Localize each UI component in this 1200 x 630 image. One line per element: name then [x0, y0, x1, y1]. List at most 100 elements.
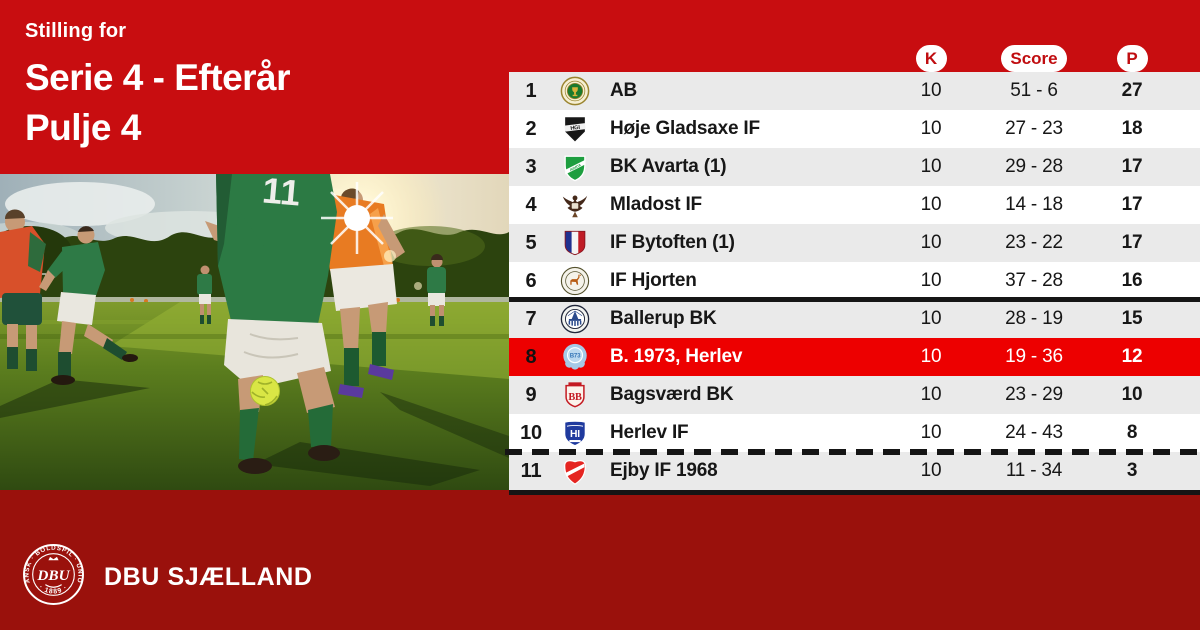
position: 10	[520, 421, 542, 444]
club-logo-avarta-icon: AVARTA	[560, 152, 591, 183]
points: 18	[1121, 118, 1143, 139]
goal-score: 19 - 36	[1005, 346, 1063, 367]
matches-played: 10	[920, 194, 942, 215]
crest-year: · 1889 ·	[38, 584, 69, 596]
points: 15	[1121, 308, 1143, 329]
position: 1	[525, 79, 537, 102]
club-name: AB	[610, 80, 638, 101]
main-player: 11	[205, 174, 340, 474]
jersey-number: 11	[261, 174, 302, 214]
position: 7	[525, 307, 537, 330]
table-row: 3 AVARTA BK Avarta (1) 10 29 - 28 17	[509, 148, 1200, 186]
football-scene-illustration: 11	[0, 174, 509, 490]
matches-played: 10	[920, 460, 942, 481]
points: 8	[1126, 422, 1138, 443]
club-name: IF Hjorten	[610, 270, 697, 291]
match-photo: 11	[0, 174, 509, 490]
points: 16	[1121, 270, 1143, 291]
club-logo-ab-icon	[560, 76, 591, 107]
distant-player	[197, 265, 212, 324]
club-name: Herlev IF	[610, 422, 689, 443]
table-row-highlighted: 8 B73 B. 1973, Herlev 10 19 - 36 12	[509, 338, 1200, 376]
table-row: 1 AB 10 51 - 6 27	[509, 72, 1200, 110]
club-logo-hjorten-icon	[560, 266, 591, 297]
position: 5	[525, 231, 537, 254]
table-header-row: K Score P	[509, 45, 1200, 72]
table-row: 6 IF Hjorten 10 37 - 28 16	[509, 262, 1200, 300]
standings-table: K Score P 1 AB 10 51 - 6 27 2 HGI Høje G…	[505, 45, 1200, 495]
position: 8	[525, 345, 537, 368]
club-name: Høje Gladsaxe IF	[610, 118, 760, 139]
org-name: DBU SJÆLLAND	[104, 562, 313, 591]
club-name: Ballerup BK	[610, 308, 717, 329]
goal-score: 27 - 23	[1005, 118, 1063, 139]
position: 11	[520, 459, 542, 482]
matches-played: 10	[920, 80, 942, 101]
club-name: B. 1973, Herlev	[610, 346, 743, 367]
points: 12	[1121, 346, 1143, 367]
svg-text:· 1889 ·: · 1889 ·	[38, 584, 70, 596]
table-row: 2 HGI Høje Gladsaxe IF 10 27 - 23 18	[509, 110, 1200, 148]
running-player	[39, 226, 138, 385]
matches-played: 10	[920, 346, 942, 367]
crest-center-text: DBU	[36, 567, 70, 584]
page-subtitle: Pulje 4	[25, 106, 141, 148]
matches-played: 10	[920, 384, 942, 405]
distant-player	[427, 254, 446, 326]
page-title: Serie 4 - Efterår	[25, 57, 291, 98]
matches-played: 10	[920, 308, 942, 329]
matches-played: 10	[920, 156, 942, 177]
club-name: BK Avarta (1)	[610, 156, 727, 177]
goal-score: 23 - 22	[1005, 232, 1063, 253]
position: 6	[525, 269, 537, 292]
footer: DANSK · BOLDSPIL · UNION · 1889 · DBU DB…	[19, 538, 313, 611]
matches-played: 10	[920, 422, 942, 443]
club-logo-bytoften-icon	[560, 228, 591, 259]
position: 9	[525, 383, 537, 406]
goal-score: 51 - 6	[1010, 80, 1058, 101]
matches-played: 10	[920, 118, 942, 139]
position: 3	[525, 155, 537, 178]
table-row: 5 IF Bytoften (1) 10 23 - 22 17	[509, 224, 1200, 262]
header-k-badge: K	[915, 45, 947, 72]
table-row: 10 HI Herlev IF 10 24 - 43 8	[509, 414, 1200, 452]
svg-text:HI: HI	[570, 429, 580, 440]
dbu-crest-icon: DANSK · BOLDSPIL · UNION · 1889 · DBU	[19, 538, 85, 611]
club-logo-ballerup-icon	[560, 304, 591, 335]
svg-text:HGI: HGI	[570, 125, 581, 132]
table-row: 4 Mladost IF 10 14 - 18 17	[509, 186, 1200, 224]
club-logo-herlev-icon: HI	[560, 418, 591, 449]
club-logo-hoeje-gladsaxe-icon: HGI	[560, 114, 591, 145]
goal-score: 24 - 43	[1005, 422, 1063, 443]
goal-score: 11 - 34	[1005, 460, 1063, 481]
title-block: Stilling for Serie 4 - Efterår Pulje 4	[25, 20, 291, 159]
matches-played: 10	[920, 232, 942, 253]
club-logo-bagsvaerd-icon: BB	[560, 380, 591, 411]
table-row: 9 BB Bagsværd BK 10 23 - 29 10	[509, 376, 1200, 414]
club-name: Ejby IF 1968	[610, 460, 718, 481]
matches-played: 10	[920, 270, 942, 291]
position: 2	[525, 117, 537, 140]
points: 10	[1121, 384, 1143, 405]
table-body: 1 AB 10 51 - 6 27 2 HGI Høje Gladsaxe IF…	[505, 72, 1200, 495]
position: 4	[525, 193, 537, 216]
goal-score: 28 - 19	[1005, 308, 1063, 329]
points: 3	[1126, 460, 1138, 481]
header-score-badge: Score	[1001, 45, 1067, 72]
svg-text:BB: BB	[568, 392, 582, 403]
table-row: 11 Ejby IF 1968 10 11 - 34 3	[509, 452, 1200, 490]
club-logo-b1973-icon: B73	[560, 342, 591, 373]
football	[250, 376, 280, 406]
goal-score: 14 - 18	[1005, 194, 1063, 215]
footer-band	[0, 490, 1200, 630]
relegation-divider-line	[505, 449, 1200, 455]
points: 17	[1121, 194, 1143, 215]
goal-score: 23 - 29	[1005, 384, 1063, 405]
club-name: IF Bytoften (1)	[610, 232, 735, 253]
club-logo-mladost-icon	[560, 190, 591, 221]
title-eyebrow: Stilling for	[25, 20, 127, 42]
club-name: Bagsværd BK	[610, 384, 734, 405]
points: 17	[1121, 156, 1143, 177]
points: 17	[1121, 232, 1143, 253]
svg-text:B73: B73	[570, 352, 581, 359]
